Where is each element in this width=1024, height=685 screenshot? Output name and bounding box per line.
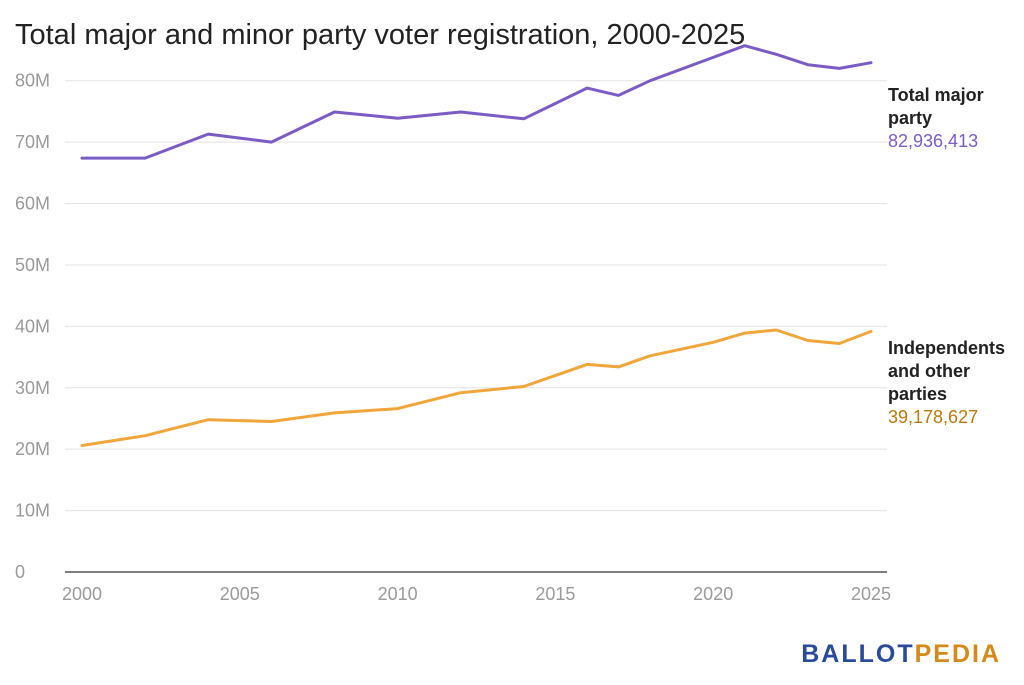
series-label-line: Total major bbox=[888, 85, 984, 105]
data-point bbox=[586, 363, 588, 366]
ballotpedia-logo: BALLOTPEDIA bbox=[801, 640, 1001, 668]
data-point bbox=[617, 94, 620, 97]
x-axis-ticks: 2000 2005 2010 2015 2020 2025 bbox=[62, 584, 891, 604]
data-point bbox=[743, 44, 746, 47]
data-point bbox=[270, 141, 273, 143]
y-tick-label: 10M bbox=[15, 501, 50, 521]
data-point bbox=[333, 111, 336, 113]
data-point bbox=[838, 342, 841, 345]
data-point bbox=[649, 79, 651, 82]
y-tick-label: 70M bbox=[15, 132, 50, 152]
series-label-line: parties bbox=[888, 384, 947, 404]
data-point bbox=[333, 412, 336, 414]
data-point bbox=[712, 56, 714, 59]
data-point bbox=[775, 329, 778, 331]
data-point bbox=[838, 67, 841, 70]
x-tick-label: 2000 bbox=[62, 584, 102, 604]
y-tick-label: 40M bbox=[15, 316, 50, 336]
series-label-line: Independents bbox=[888, 338, 1005, 358]
data-point bbox=[144, 157, 146, 159]
data-point bbox=[396, 117, 399, 119]
y-tick-label: 50M bbox=[15, 255, 50, 275]
x-tick-label: 2005 bbox=[220, 584, 260, 604]
series-latest-value: 82,936,413 bbox=[888, 131, 978, 151]
series-label-line: and other bbox=[888, 361, 970, 381]
x-tick-label: 2015 bbox=[535, 584, 575, 604]
y-tick-label: 30M bbox=[15, 378, 50, 398]
logo-part-ballot: BALLOT bbox=[801, 640, 914, 668]
data-point bbox=[523, 117, 525, 120]
series-latest-value: 39,178,627 bbox=[888, 407, 978, 427]
y-tick-label: 80M bbox=[15, 71, 50, 91]
y-tick-label: 20M bbox=[15, 439, 50, 459]
data-point bbox=[207, 133, 210, 135]
data-point bbox=[459, 111, 462, 113]
data-point bbox=[523, 385, 525, 388]
data-point bbox=[81, 444, 83, 447]
chart-title: Total major and minor party voter regist… bbox=[15, 19, 745, 51]
series-line-major-party bbox=[80, 44, 873, 160]
data-point bbox=[270, 420, 273, 423]
data-point bbox=[81, 157, 83, 159]
data-point bbox=[870, 61, 872, 64]
data-point bbox=[396, 407, 399, 410]
data-point bbox=[775, 53, 778, 56]
data-point bbox=[586, 87, 588, 89]
data-point bbox=[712, 341, 714, 344]
data-point bbox=[743, 332, 746, 334]
gridlines bbox=[65, 80, 887, 512]
y-tick-label: 60M bbox=[15, 194, 50, 214]
logo-part-pedia: PEDIA bbox=[915, 640, 1001, 668]
x-tick-label: 2010 bbox=[378, 584, 418, 604]
data-point bbox=[617, 366, 620, 368]
data-point bbox=[144, 434, 146, 437]
data-point bbox=[807, 63, 809, 66]
data-point bbox=[807, 339, 809, 342]
y-axis-ticks: 0 10M 20M 30M 40M 50M 60M 70M 80M bbox=[15, 71, 50, 582]
y-tick-label: 0 bbox=[15, 562, 25, 582]
data-point bbox=[459, 391, 462, 394]
series-label-line: party bbox=[888, 108, 932, 128]
x-tick-label: 2020 bbox=[693, 584, 733, 604]
data-point bbox=[207, 418, 210, 421]
x-tick-label: 2025 bbox=[851, 584, 891, 604]
data-point bbox=[870, 330, 872, 333]
series-lines bbox=[80, 44, 873, 447]
series-labels: Total major party 82,936,413 Independents an… bbox=[888, 85, 1005, 427]
data-point bbox=[649, 355, 651, 357]
